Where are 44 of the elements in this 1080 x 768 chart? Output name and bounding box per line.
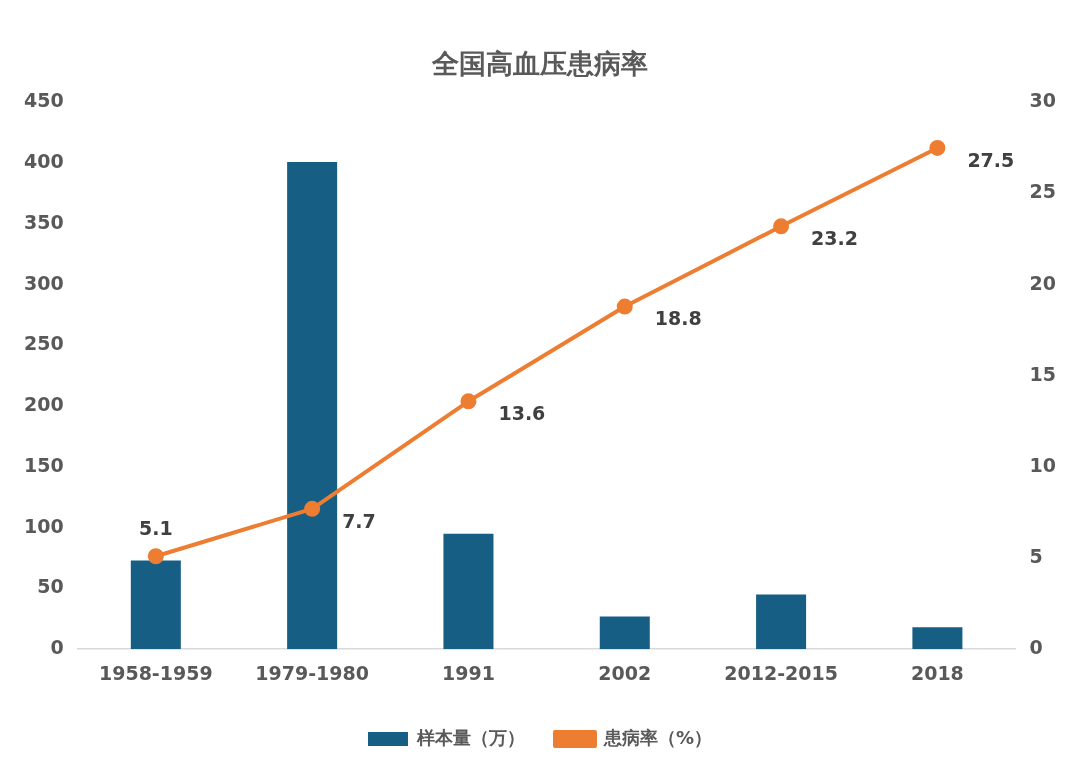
x-tick-label: 2018: [910, 661, 964, 684]
point: [773, 218, 790, 235]
point: [304, 500, 321, 517]
y-tick-label: 300: [23, 271, 64, 294]
bar: [756, 594, 807, 650]
bar: [443, 533, 494, 650]
legend-label: 样本量（万）: [415, 726, 525, 748]
y2-tick-label: 0: [1029, 636, 1043, 659]
y-tick-label: 250: [23, 332, 64, 355]
y-tick-label: 350: [23, 210, 64, 233]
point: [147, 548, 164, 565]
point: [460, 393, 477, 410]
y-tick-label: 200: [23, 393, 64, 416]
data-label: 7.7: [342, 509, 376, 532]
x-tick-label: 1958-1959: [98, 661, 213, 684]
bar: [599, 616, 650, 650]
y2-tick-label: 10: [1029, 453, 1057, 476]
data-label: 13.6: [498, 402, 546, 425]
y2-tick-label: 15: [1029, 362, 1057, 385]
y2-tick-label: 20: [1029, 271, 1057, 294]
y-tick-label: 50: [37, 575, 64, 598]
point: [616, 298, 633, 315]
y-tick-label: 0: [50, 636, 64, 659]
y2-tick-label: 25: [1029, 180, 1057, 203]
chart-title: 全国高血压患病率: [431, 48, 648, 80]
bar: [912, 627, 963, 650]
bar: [287, 161, 338, 650]
bar: [130, 560, 181, 650]
data-label: 5.1: [138, 517, 173, 540]
legend-label: 患病率（%）: [602, 726, 713, 748]
data-label: 18.8: [654, 307, 702, 330]
data-label: 23.2: [811, 227, 858, 250]
y-tick-label: 450: [23, 89, 64, 112]
y2-tick-label: 5: [1029, 545, 1043, 567]
point: [929, 139, 946, 156]
x-tick-label: 2002: [598, 661, 652, 684]
x-tick-label: 1991: [442, 661, 495, 684]
y2-tick-label: 30: [1029, 89, 1057, 112]
x-tick-label: 1979-1980: [255, 661, 369, 684]
x-tick-label: 2012-2015: [724, 661, 838, 684]
y-tick-label: 400: [23, 150, 64, 173]
y-tick-label: 150: [23, 453, 64, 476]
data-label: 27.5: [967, 148, 1015, 171]
y-tick-label: 100: [23, 514, 64, 537]
